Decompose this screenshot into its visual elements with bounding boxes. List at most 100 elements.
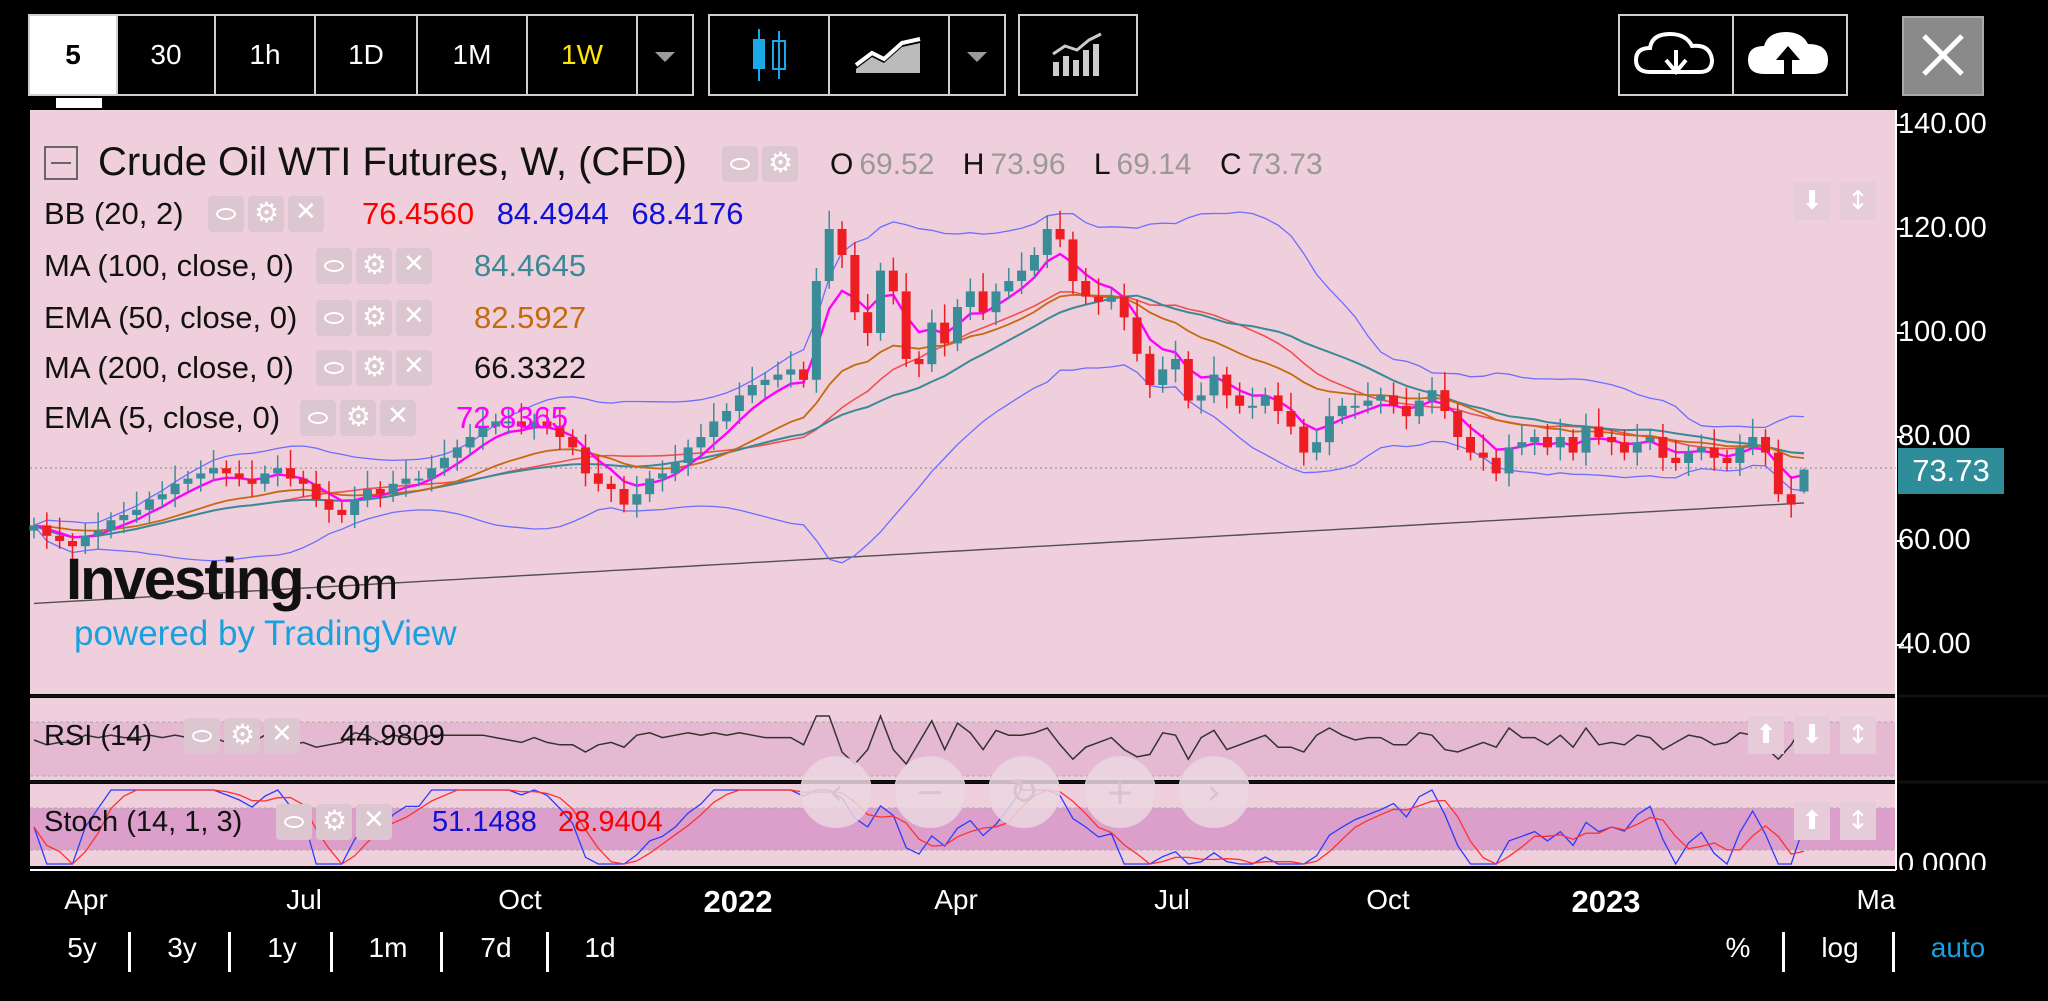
- candle-body: [1312, 442, 1322, 453]
- rsi-label: RSI (14): [44, 720, 152, 752]
- powered-by: powered by TradingView: [74, 614, 457, 653]
- candle-body: [491, 421, 501, 427]
- interval-1d[interactable]: 1D: [314, 14, 418, 96]
- gear-icon[interactable]: [340, 400, 376, 436]
- scale-log[interactable]: log: [1821, 932, 1859, 963]
- remove-icon[interactable]: [288, 196, 324, 232]
- scale-percent[interactable]: %: [1725, 932, 1751, 963]
- candle-body: [555, 426, 565, 437]
- candle-body: [1106, 296, 1116, 302]
- remove-icon[interactable]: [264, 718, 300, 754]
- bb-upper-line: [33, 211, 1805, 527]
- candle-body: [581, 447, 591, 474]
- indicators-icon: [1052, 32, 1102, 76]
- range-3y[interactable]: 3y: [167, 932, 197, 963]
- eye-icon[interactable]: [316, 300, 352, 336]
- close-button[interactable]: [1902, 16, 1984, 96]
- interval-1m[interactable]: 1M: [416, 14, 528, 96]
- candle-body: [568, 437, 578, 448]
- eye-icon[interactable]: [276, 804, 312, 840]
- candle-body: [401, 478, 411, 484]
- rsi-controls: [184, 718, 304, 754]
- candle-body: [542, 421, 552, 427]
- candle-body: [1324, 416, 1334, 443]
- remove-icon[interactable]: [396, 300, 432, 336]
- chart-style-dropdown[interactable]: [948, 14, 1006, 96]
- scroll-left-button[interactable]: ‹: [800, 756, 872, 828]
- interval-1w[interactable]: 1W: [526, 14, 638, 96]
- maximize-pane-icon[interactable]: ↕: [1840, 182, 1876, 220]
- zoom-out-button[interactable]: −: [894, 756, 966, 828]
- interval-5[interactable]: 5: [28, 14, 118, 96]
- collapse-legend-icon[interactable]: [44, 146, 78, 180]
- range-1m[interactable]: 1m: [368, 932, 408, 963]
- chart-style-button[interactable]: [828, 14, 950, 96]
- interval-30[interactable]: 30: [116, 14, 216, 96]
- range-7d[interactable]: 7d: [480, 932, 512, 963]
- gear-icon[interactable]: [248, 196, 284, 232]
- scroll-right-button[interactable]: ›: [1178, 756, 1250, 828]
- candle-body: [747, 385, 757, 396]
- remove-icon[interactable]: [396, 350, 432, 386]
- high-label: H: [962, 148, 985, 181]
- candle-body: [106, 520, 116, 531]
- indicators-button[interactable]: [1018, 14, 1138, 96]
- candle-body: [1042, 229, 1052, 255]
- range-1y[interactable]: 1y: [267, 932, 297, 963]
- scale-auto[interactable]: auto: [1930, 932, 1986, 963]
- candle-body: [260, 473, 270, 484]
- download-button[interactable]: [1618, 14, 1734, 96]
- candle-body: [273, 468, 283, 474]
- eye-icon[interactable]: [722, 146, 758, 182]
- candle-body: [991, 291, 1001, 313]
- gear-icon[interactable]: [356, 300, 392, 336]
- remove-icon[interactable]: [380, 400, 416, 436]
- candle-body: [1158, 369, 1168, 385]
- interval-dropdown[interactable]: [636, 14, 694, 96]
- y-tick-80: 80.00: [1898, 420, 1971, 452]
- candle-body: [940, 322, 950, 344]
- x-tick: 2022: [703, 884, 773, 919]
- maximize-pane-icon[interactable]: ↕: [1840, 716, 1876, 754]
- gear-icon[interactable]: [356, 350, 392, 386]
- remove-icon[interactable]: [356, 804, 392, 840]
- ema50-controls: [316, 300, 436, 336]
- candle-body: [1273, 395, 1283, 411]
- range-5y[interactable]: 5y: [67, 932, 97, 963]
- candle-body: [722, 411, 732, 422]
- move-up-icon[interactable]: ⬆: [1794, 802, 1830, 840]
- candle-body: [183, 478, 193, 484]
- eye-icon[interactable]: [316, 248, 352, 284]
- interval-1h[interactable]: 1h: [214, 14, 316, 96]
- candles-button[interactable]: [708, 14, 830, 96]
- range-1d[interactable]: 1d: [584, 932, 616, 963]
- candle-body: [1196, 395, 1206, 401]
- candle-body: [324, 499, 334, 510]
- remove-icon[interactable]: [396, 248, 432, 284]
- gear-icon[interactable]: [224, 718, 260, 754]
- candle-body: [683, 447, 693, 463]
- reset-button[interactable]: ↻: [988, 756, 1060, 828]
- candle-body: [1222, 374, 1232, 396]
- zoom-in-button[interactable]: +: [1084, 756, 1156, 828]
- candle-body: [799, 369, 809, 380]
- candle-body: [1504, 447, 1514, 474]
- last-price-badge: 73.73: [1898, 448, 2004, 494]
- gear-icon[interactable]: [762, 146, 798, 182]
- gear-icon[interactable]: [316, 804, 352, 840]
- ma200-value: 66.3322: [474, 350, 587, 385]
- gear-icon[interactable]: [356, 248, 392, 284]
- maximize-pane-icon[interactable]: ↕: [1840, 802, 1876, 840]
- candle-body: [1671, 457, 1681, 463]
- move-down-icon[interactable]: ⬇: [1794, 716, 1830, 754]
- legend-ma200: MA (200, close, 0): [44, 350, 294, 385]
- upload-button[interactable]: [1732, 14, 1848, 96]
- eye-icon[interactable]: [208, 196, 244, 232]
- eye-icon[interactable]: [184, 718, 220, 754]
- eye-icon[interactable]: [300, 400, 336, 436]
- candle-body: [1619, 442, 1629, 453]
- move-up-icon[interactable]: ⬆: [1748, 716, 1784, 754]
- move-down-icon[interactable]: ⬇: [1794, 182, 1830, 220]
- candle-body: [1440, 390, 1450, 411]
- eye-icon[interactable]: [316, 350, 352, 386]
